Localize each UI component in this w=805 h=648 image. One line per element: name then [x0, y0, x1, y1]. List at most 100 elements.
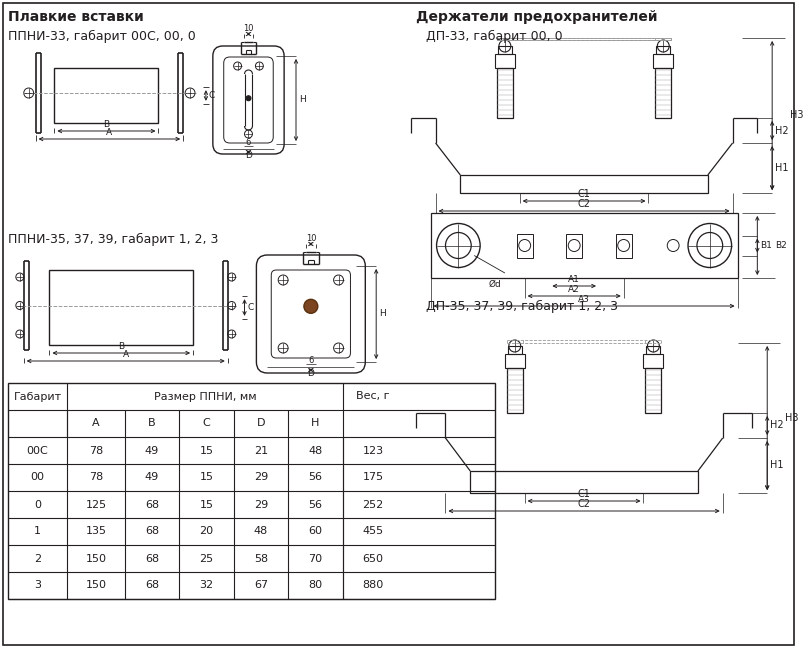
Text: 56: 56 [308, 500, 322, 509]
Bar [643, 354, 663, 368]
Text: C2: C2 [577, 499, 591, 509]
Text: Размер ППНИ, мм: Размер ППНИ, мм [154, 391, 256, 402]
Text: 68: 68 [145, 581, 159, 590]
Text: ДП-35, 37, 39, габарит 1, 2, 3: ДП-35, 37, 39, габарит 1, 2, 3 [426, 300, 617, 313]
Bar [616, 233, 632, 257]
Text: C2: C2 [577, 199, 591, 209]
Text: 1: 1 [34, 526, 41, 537]
Text: 2: 2 [34, 553, 41, 564]
Text: 78: 78 [89, 446, 103, 456]
Text: 15: 15 [200, 472, 213, 483]
Text: 49: 49 [145, 446, 159, 456]
Text: 6: 6 [246, 138, 251, 147]
Circle shape [246, 96, 251, 100]
Text: 880: 880 [362, 581, 384, 590]
Bar [431, 213, 737, 278]
Bar [495, 54, 514, 68]
Text: B2: B2 [775, 241, 787, 250]
Bar [517, 233, 533, 257]
Bar [656, 46, 671, 54]
Text: H1: H1 [770, 461, 784, 470]
Bar [646, 368, 661, 413]
Text: D: D [308, 369, 314, 378]
Text: 3: 3 [34, 581, 41, 590]
Text: 15: 15 [200, 500, 213, 509]
Text: H2: H2 [770, 421, 784, 430]
Text: 48: 48 [308, 446, 323, 456]
Bar [655, 68, 671, 118]
Text: 00С: 00С [27, 446, 48, 456]
Text: B: B [103, 120, 109, 129]
Text: B: B [148, 419, 156, 428]
Text: 252: 252 [362, 500, 384, 509]
Text: 68: 68 [145, 553, 159, 564]
Text: B1: B1 [760, 241, 772, 250]
Text: H3: H3 [785, 413, 799, 423]
Text: 455: 455 [363, 526, 384, 537]
Text: 70: 70 [308, 553, 322, 564]
Text: 29: 29 [254, 472, 268, 483]
Text: 67: 67 [254, 581, 268, 590]
Text: C1: C1 [578, 489, 591, 499]
Text: 80: 80 [308, 581, 322, 590]
Text: 68: 68 [145, 526, 159, 537]
Text: H2: H2 [775, 126, 789, 135]
Text: 10: 10 [306, 234, 316, 243]
Text: H: H [299, 95, 306, 104]
Text: 29: 29 [254, 500, 268, 509]
Text: 175: 175 [363, 472, 384, 483]
Text: A3: A3 [578, 295, 590, 304]
Text: ДП-33, габарит 00, 0: ДП-33, габарит 00, 0 [426, 30, 563, 43]
Bar [8, 383, 495, 599]
Text: C: C [203, 419, 210, 428]
Text: H: H [311, 419, 320, 428]
Text: Вес, г: Вес, г [357, 391, 390, 402]
Text: 48: 48 [254, 526, 268, 537]
Text: 58: 58 [254, 553, 268, 564]
Bar [646, 346, 660, 354]
Text: D: D [245, 151, 252, 160]
Text: 25: 25 [200, 553, 213, 564]
Text: 150: 150 [85, 553, 106, 564]
Text: 68: 68 [145, 500, 159, 509]
Text: Плавкие вставки: Плавкие вставки [8, 10, 143, 24]
Bar [498, 46, 512, 54]
Text: 10: 10 [243, 24, 254, 33]
Text: 49: 49 [145, 472, 159, 483]
Bar [654, 54, 673, 68]
Text: 78: 78 [89, 472, 103, 483]
Text: 135: 135 [85, 526, 106, 537]
Text: C1: C1 [578, 189, 591, 199]
Text: 6: 6 [308, 356, 313, 365]
Text: 123: 123 [363, 446, 384, 456]
Text: 125: 125 [85, 500, 106, 509]
Text: H: H [379, 310, 386, 319]
Text: 20: 20 [200, 526, 213, 537]
Text: Габарит: Габарит [14, 391, 62, 402]
Text: D: D [257, 419, 265, 428]
Text: ППНИ-35, 37, 39, габарит 1, 2, 3: ППНИ-35, 37, 39, габарит 1, 2, 3 [8, 233, 218, 246]
Bar [460, 175, 708, 193]
Text: Держатели предохранителей: Держатели предохранителей [416, 10, 658, 24]
Circle shape [304, 299, 318, 314]
Text: 32: 32 [200, 581, 213, 590]
Text: A: A [93, 419, 100, 428]
Text: 15: 15 [200, 446, 213, 456]
Text: C: C [247, 303, 254, 312]
Text: ППНИ-33, габарит 00С, 00, 0: ППНИ-33, габарит 00С, 00, 0 [8, 30, 196, 43]
Bar [497, 68, 513, 118]
Text: 60: 60 [308, 526, 322, 537]
Text: A1: A1 [568, 275, 580, 284]
Bar [497, 38, 671, 40]
Text: A2: A2 [568, 285, 580, 294]
Text: 21: 21 [254, 446, 268, 456]
Text: 650: 650 [363, 553, 384, 564]
Text: 56: 56 [308, 472, 322, 483]
Bar [508, 346, 522, 354]
Bar [566, 233, 582, 257]
Text: 00: 00 [31, 472, 44, 483]
Text: Ød: Ød [489, 280, 502, 289]
Text: A: A [106, 128, 113, 137]
Text: B: B [118, 342, 124, 351]
Bar [55, 68, 159, 123]
